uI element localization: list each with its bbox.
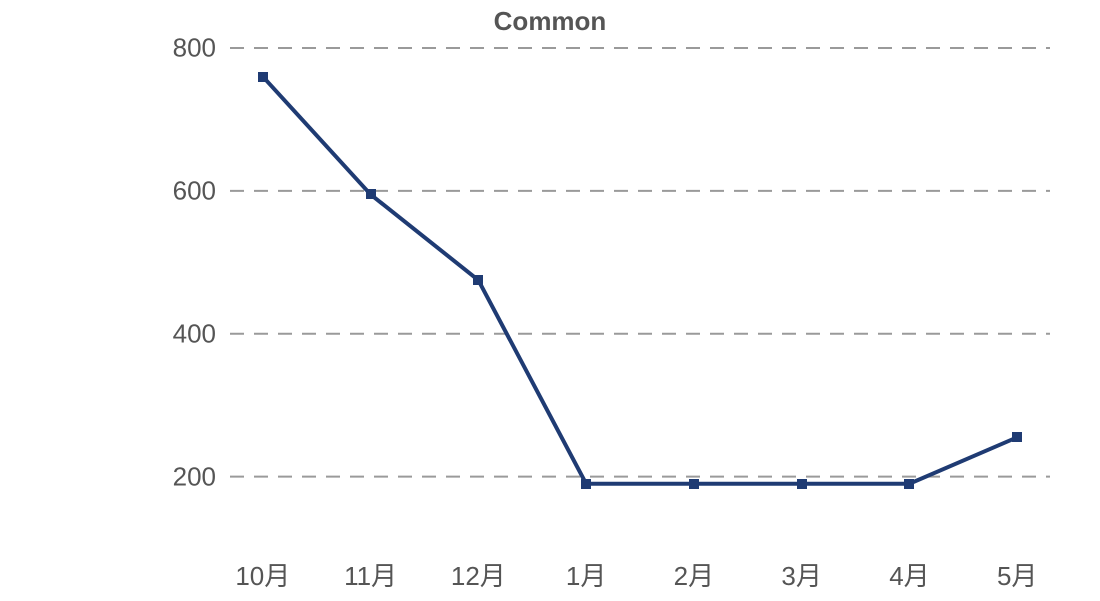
series-marker-0	[473, 275, 483, 285]
series-marker-0	[797, 479, 807, 489]
x-tick-label: 11月	[344, 548, 397, 593]
plot-area: 20040060080010月11月12月1月2月3月4月5月	[230, 48, 1050, 548]
series-marker-0	[904, 479, 914, 489]
x-tick-label: 4月	[889, 548, 929, 593]
y-tick-label: 600	[173, 175, 230, 206]
series-marker-0	[581, 479, 591, 489]
y-tick-label: 200	[173, 461, 230, 492]
line-chart: Common 20040060080010月11月12月1月2月3月4月5月	[0, 0, 1100, 601]
x-tick-label: 2月	[674, 548, 714, 593]
x-tick-label: 1月	[566, 548, 606, 593]
x-tick-label: 3月	[781, 548, 821, 593]
x-tick-label: 10月	[235, 548, 290, 593]
series-marker-0	[1012, 432, 1022, 442]
chart-title: Common	[0, 6, 1100, 37]
series-line-0	[263, 77, 1017, 484]
x-tick-label: 5月	[997, 548, 1037, 593]
x-tick-label: 12月	[451, 548, 506, 593]
y-tick-label: 400	[173, 318, 230, 349]
series-marker-0	[366, 189, 376, 199]
y-tick-label: 800	[173, 33, 230, 64]
line-layer	[230, 48, 1050, 548]
series-marker-0	[689, 479, 699, 489]
series-marker-0	[258, 72, 268, 82]
